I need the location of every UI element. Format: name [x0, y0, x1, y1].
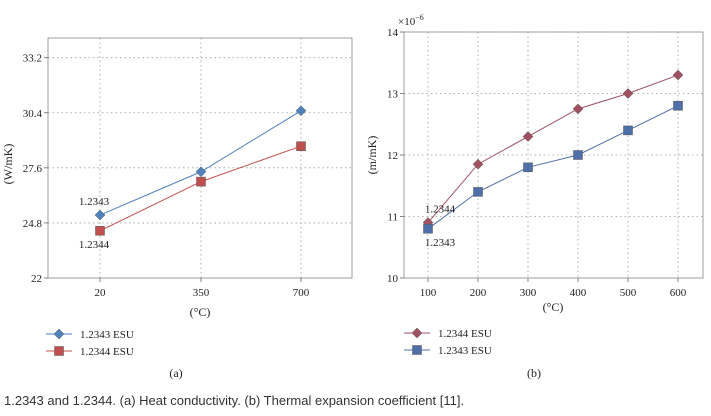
- panel-b-annotation: 1.2343: [425, 237, 456, 249]
- panel-b-data-point: [473, 187, 483, 197]
- panel-b-label: (b): [527, 366, 541, 380]
- panel-b-xtick-label: 500: [620, 287, 637, 299]
- panel-a-xlabel: (°C): [190, 305, 211, 319]
- panel-a-series-line: [99, 145, 302, 232]
- panel-b-xtick-label: 400: [570, 287, 587, 299]
- panel-a-data-point: [196, 176, 206, 187]
- panel-a-frame: [47, 37, 353, 279]
- panel-b-ytick-label: 13: [387, 89, 399, 101]
- panel-b-multiplier-exp: −6: [415, 13, 424, 22]
- panel-b-series-line: [427, 105, 679, 230]
- panel-b-data-point: [672, 69, 684, 81]
- panel-b-annotation: 1.2344: [425, 204, 456, 216]
- figure: (W/mK) (°C) (a) 22 24.8 27.6 30.4 33.2 20 350 7…: [1, 13, 704, 380]
- panel-b-legend-label: 1.2343 ESU: [438, 345, 492, 357]
- panel-a-ytick-label: 30.4: [23, 108, 43, 120]
- panel-a-data-point: [95, 226, 105, 236]
- panel-b-ytick-label: 12: [387, 150, 398, 162]
- panel-b-data-point: [423, 224, 433, 234]
- panel-a-annotation: 1.2344: [79, 239, 110, 251]
- panel-b-data-point: [623, 125, 633, 136]
- panel-a-data-point: [94, 209, 106, 221]
- panel-a-data-point: [195, 166, 207, 178]
- panel-a-chart: (W/mK) (°C) (a) 22 24.8 27.6 30.4 33.2 20 350 7…: [1, 37, 353, 380]
- panel-b-ytick-label: 11: [387, 212, 398, 224]
- panel-b-legend-marker: [412, 345, 422, 355]
- panel-b-xtick-label: 200: [470, 287, 487, 299]
- panel-a-annotation: 1.2343: [79, 196, 110, 208]
- panel-a-xtick-label: 700: [293, 287, 310, 299]
- panel-a-xtick-label: 350: [193, 287, 210, 299]
- panel-b-xtick-label: 100: [420, 287, 437, 299]
- panel-b-data-point: [622, 88, 634, 99]
- panel-b-xtick-label: 300: [520, 287, 537, 299]
- panel-a-legend-label: 1.2343 ESU: [80, 329, 134, 341]
- figure-caption: 1.2343 and 1.2344. (a) Heat conductivity…: [4, 393, 465, 408]
- panel-a-legend-marker: [54, 346, 64, 356]
- panel-a-label: (a): [169, 366, 182, 380]
- panel-b-ytick-label: 14: [387, 27, 399, 39]
- panel-b-multiplier-base: ×10: [398, 16, 416, 28]
- panel-b-chart: (m/mK) (°C) (b) ×10−6 10 11 12 13 14 100 200 30…: [365, 13, 704, 380]
- panel-a-ytick-label: 33.2: [23, 53, 42, 65]
- panel-b-ytick-label: 10: [387, 273, 399, 285]
- panel-a-data-point: [296, 141, 306, 151]
- panel-a-ylabel: (W/mK): [1, 144, 15, 185]
- panel-b-legend-marker: [411, 327, 423, 339]
- panel-a-series-line: [99, 110, 302, 216]
- panel-a-ytick-label: 24.8: [23, 218, 43, 230]
- panel-b-data-point: [522, 131, 534, 142]
- panel-b-multiplier: ×10−6: [398, 13, 424, 28]
- panel-b-ylabel: (m/mK): [365, 136, 379, 175]
- panel-b-data-point: [572, 103, 584, 115]
- panel-b-legend-label: 1.2344 ESU: [438, 328, 492, 340]
- panel-b-data-point: [573, 150, 583, 160]
- panel-b-data-point: [523, 162, 533, 173]
- panel-b-data-point: [673, 101, 683, 111]
- panel-a-data-point: [295, 105, 307, 117]
- panel-b-xlabel: (°C): [543, 300, 564, 314]
- panel-b-series-line: [427, 74, 679, 223]
- panel-b-xtick-label: 600: [670, 287, 687, 299]
- panel-a-ytick-label: 22: [31, 273, 42, 285]
- panel-b-data-point: [472, 158, 484, 170]
- panel-a-xtick-label: 20: [95, 287, 107, 299]
- panel-a-legend-marker: [53, 328, 65, 340]
- panel-a-legend-label: 1.2344 ESU: [80, 346, 134, 358]
- panel-a-ytick-label: 27.6: [23, 163, 43, 175]
